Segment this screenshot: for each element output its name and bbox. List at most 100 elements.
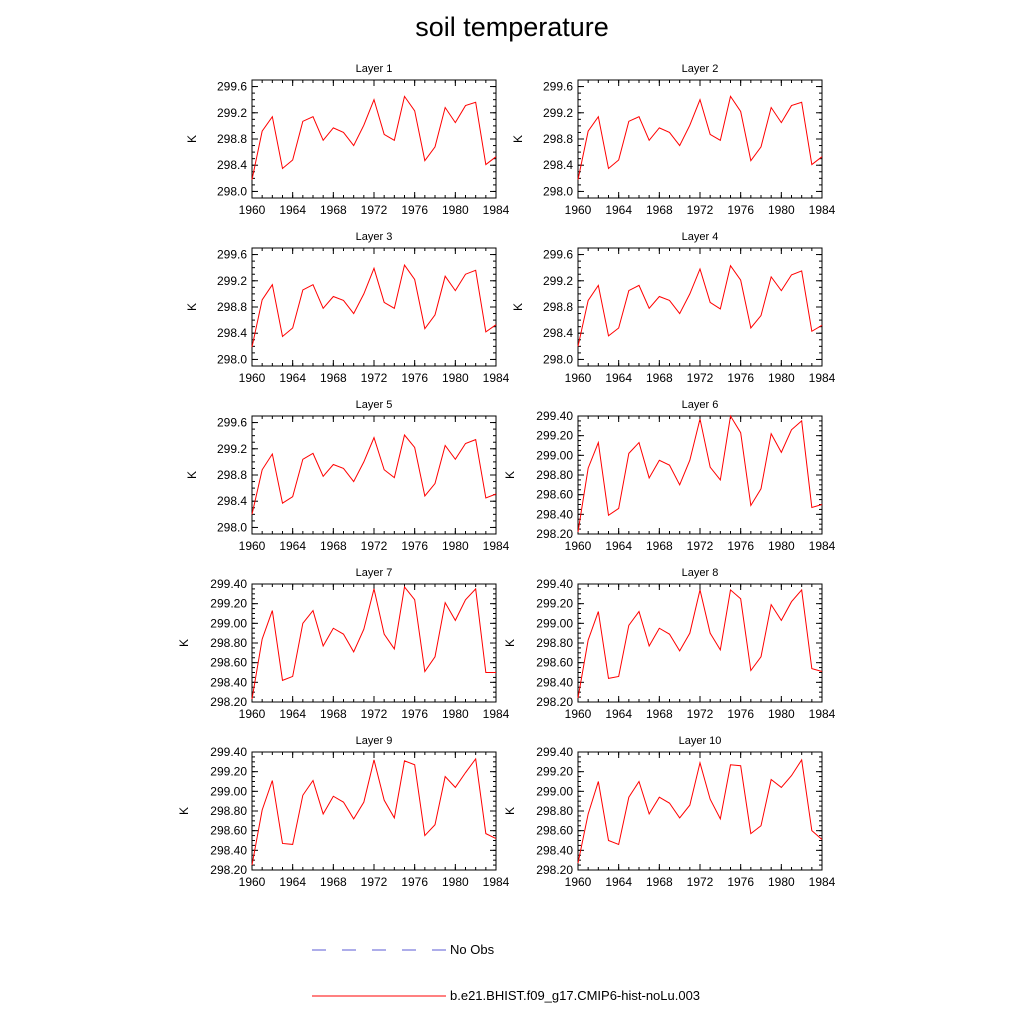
panel-9-frame <box>251 751 497 871</box>
panel-6-ytick-label: 298.40 <box>536 507 573 521</box>
panel-3: Layer 3 1960 1964 1968 1972 1976 1980 1984 298.0… <box>185 231 510 385</box>
panel-6-ylabel: K <box>503 471 517 479</box>
panel-5-xtick-label: 1972 <box>361 539 388 553</box>
panel-2-xtick-label: 1964 <box>605 203 632 217</box>
panel-8-ytick-label: 298.60 <box>536 656 573 670</box>
panel-10-xtick-label: 1976 <box>727 875 754 889</box>
panel-3-series-line-1 <box>251 263 497 348</box>
panel-6-xtick-label: 1976 <box>727 539 754 553</box>
legend-label-no-obs: No Obs <box>450 942 495 957</box>
panel-9-xtick-label: 1972 <box>361 875 388 889</box>
panel-7-ytick-label: 299.20 <box>210 597 247 611</box>
panel-1-ylabel: K <box>185 135 199 143</box>
panel-8: Layer 8 1960 1964 1968 1972 1976 1980 1984 298.2… <box>503 567 836 721</box>
panel-2-xtick-label: 1968 <box>646 203 673 217</box>
panel-9-series-line-1 <box>251 757 497 866</box>
panel-4: Layer 4 1960 1964 1968 1972 1976 1980 1984 298.0… <box>511 231 836 385</box>
panel-6-series-line-1 <box>577 414 823 533</box>
panel-6: Layer 6 1960 1964 1968 1972 1976 1980 1984 298.2… <box>503 399 836 553</box>
panel-10-ytick-label: 298.60 <box>536 824 573 838</box>
panel-6-xtick-label: 1960 <box>565 539 592 553</box>
panel-5-xtick-label: 1960 <box>239 539 266 553</box>
panel-6-frame <box>577 415 823 535</box>
panel-4-ytick-label: 298.8 <box>543 300 573 314</box>
panel-2-series-line-1 <box>577 95 823 180</box>
panel-8-ytick-label: 299.00 <box>536 616 573 630</box>
panel-8-ytick-label: 299.20 <box>536 597 573 611</box>
panel-7-ytick-label: 298.40 <box>210 675 247 689</box>
panel-10-xtick-label: 1972 <box>687 875 714 889</box>
panel-8-ylabel: K <box>503 639 517 647</box>
panel-9-xtick-label: 1984 <box>483 875 510 889</box>
panel-7: Layer 7 1960 1964 1968 1972 1976 1980 1984 298.2… <box>177 567 510 721</box>
panel-10-xtick-label: 1960 <box>565 875 592 889</box>
panel-7-xtick-label: 1972 <box>361 707 388 721</box>
panel-5-ytick-label: 299.2 <box>217 442 247 456</box>
panel-5-xtick-label: 1984 <box>483 539 510 553</box>
panel-9-ytick-label: 299.00 <box>210 784 247 798</box>
panel-4-ytick-label: 298.4 <box>543 326 573 340</box>
panel-3-ylabel: K <box>185 303 199 311</box>
panel-5-xtick-label: 1968 <box>320 539 347 553</box>
panel-10-ylabel: K <box>503 807 517 815</box>
panel-7-ylabel: K <box>177 639 191 647</box>
panel-6-ytick-label: 298.20 <box>536 527 573 541</box>
panel-2-xtick-label: 1980 <box>768 203 795 217</box>
panel-7-title: Layer 7 <box>356 567 393 579</box>
panel-9-ytick-label: 299.20 <box>210 765 247 779</box>
panel-4-xtick-label: 1972 <box>687 371 714 385</box>
panel-6-xtick-label: 1968 <box>646 539 673 553</box>
panel-4-xtick-label: 1968 <box>646 371 673 385</box>
panel-2-xtick-label: 1976 <box>727 203 754 217</box>
panel-10-ytick-label: 298.40 <box>536 843 573 857</box>
panel-6-xtick-label: 1984 <box>809 539 836 553</box>
panel-1-title: Layer 1 <box>356 63 393 75</box>
panel-6-ytick-label: 298.60 <box>536 488 573 502</box>
panel-3-title: Layer 3 <box>356 231 393 243</box>
panel-10-ytick-label: 298.20 <box>536 863 573 877</box>
panel-6-ytick-label: 298.80 <box>536 468 573 482</box>
panel-10-xtick-label: 1980 <box>768 875 795 889</box>
panel-9-title: Layer 9 <box>356 735 393 747</box>
panel-6-xtick-label: 1980 <box>768 539 795 553</box>
panel-4-ylabel: K <box>511 303 525 311</box>
panel-9-xtick-label: 1960 <box>239 875 266 889</box>
panel-9-ytick-label: 299.40 <box>210 745 247 759</box>
panel-6-xtick-label: 1964 <box>605 539 632 553</box>
panel-2-xtick-label: 1984 <box>809 203 836 217</box>
panel-5-series-line-1 <box>251 433 497 515</box>
panel-1: Layer 1 1960 1964 1968 1972 1976 1980 1984 298.0… <box>185 63 510 217</box>
panel-4-xtick-label: 1964 <box>605 371 632 385</box>
panels-group: Layer 1 1960 1964 1968 1972 1976 1980 1984 298.0… <box>177 63 836 889</box>
panel-2-ytick-label: 298.4 <box>543 158 573 172</box>
panel-9-xtick-label: 1976 <box>401 875 428 889</box>
panel-1-ytick-label: 299.2 <box>217 106 247 120</box>
panel-8-xtick-label: 1972 <box>687 707 714 721</box>
panel-9-xtick-label: 1980 <box>442 875 469 889</box>
panel-8-ytick-label: 298.80 <box>536 636 573 650</box>
panel-8-ytick-label: 299.40 <box>536 577 573 591</box>
panel-8-series-line-1 <box>577 588 823 699</box>
panel-3-ytick-label: 298.0 <box>217 352 247 366</box>
panel-6-ytick-label: 299.40 <box>536 409 573 423</box>
panel-5-xtick-label: 1976 <box>401 539 428 553</box>
panel-7-ytick-label: 298.20 <box>210 695 247 709</box>
panel-2-xtick-label: 1972 <box>687 203 714 217</box>
panel-1-ytick-label: 299.6 <box>217 80 247 94</box>
panel-9-ytick-label: 298.20 <box>210 863 247 877</box>
panel-7-ytick-label: 298.80 <box>210 636 247 650</box>
panel-5-xtick-label: 1964 <box>279 539 306 553</box>
panel-1-frame <box>251 79 497 199</box>
panel-8-ytick-label: 298.40 <box>536 675 573 689</box>
panel-5-ytick-label: 299.6 <box>217 416 247 430</box>
panel-10-ytick-label: 298.80 <box>536 804 573 818</box>
panel-7-frame <box>251 583 497 703</box>
panel-6-xtick-label: 1972 <box>687 539 714 553</box>
legend-group <box>312 949 446 997</box>
panel-10-xtick-label: 1984 <box>809 875 836 889</box>
panel-7-ytick-label: 299.40 <box>210 577 247 591</box>
panel-10-series-line-1 <box>577 758 823 864</box>
panel-1-xtick-label: 1984 <box>483 203 510 217</box>
panel-9: Layer 9 1960 1964 1968 1972 1976 1980 1984 298.2… <box>177 735 510 889</box>
